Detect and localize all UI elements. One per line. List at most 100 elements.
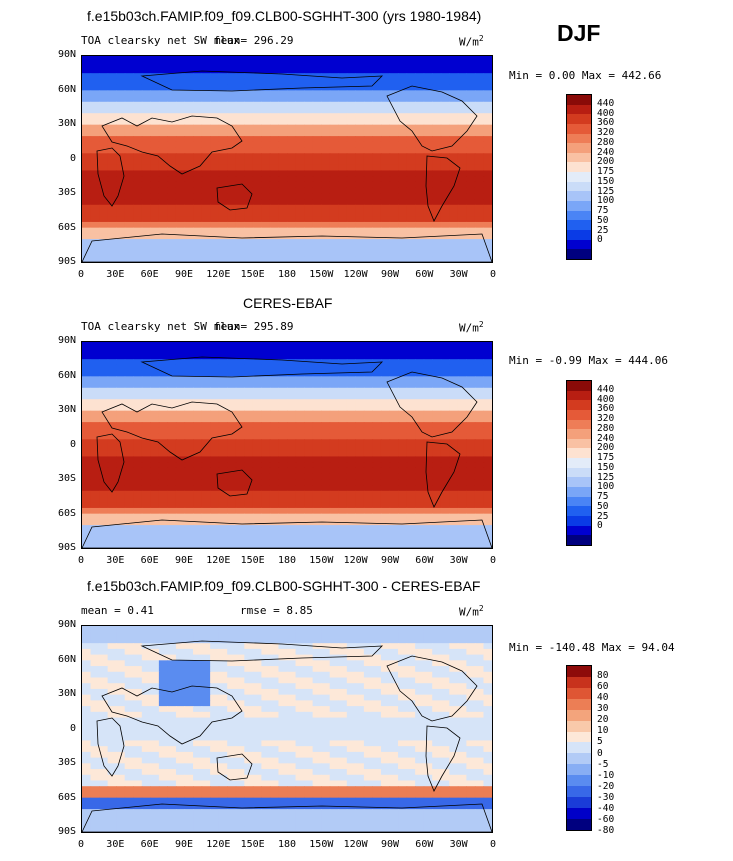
field-cell [141,643,151,650]
field-cell [406,433,416,440]
field-cell [406,542,416,548]
field-cell [261,542,271,548]
field-cell [449,347,459,355]
field-cell [218,193,228,200]
field-cell [406,370,416,377]
map-plot[interactable] [81,55,493,263]
field-cell [432,107,442,114]
field-cell [355,530,365,538]
field-cell [474,153,485,160]
field-cell [158,694,169,701]
field-cell [252,530,262,538]
field-cell [432,507,442,515]
field-cell [99,199,109,206]
field-cell [175,96,186,103]
field-cell [329,525,339,532]
field-cell [287,244,297,252]
map-plot[interactable] [81,341,493,549]
field-cell [483,239,492,246]
field-cell [406,359,416,366]
field-cell [82,473,92,480]
field-cell [338,734,348,742]
field-cell [269,643,280,650]
field-cell [175,746,186,753]
field-cell [235,473,245,480]
field-cell [227,530,237,538]
field-cell [235,216,245,223]
field-cell [466,507,476,515]
field-cell [363,147,374,154]
field-cell [415,244,425,252]
field-cell [167,769,177,776]
field-cell [329,450,339,458]
field-cell [184,654,194,661]
field-cell [415,118,425,126]
field-cell [252,216,262,223]
field-cell [372,433,382,440]
field-cell [423,467,433,475]
field-cell [167,542,177,548]
field-cell [363,410,374,417]
field-cell [398,631,408,639]
field-cell [107,422,117,429]
field-cell [252,542,262,548]
field-cell [278,136,288,143]
field-cell [150,660,160,667]
field-cell [167,530,177,538]
field-cell [218,199,228,206]
field-cell [346,84,356,91]
field-cell [150,536,160,543]
field-cell [338,256,348,262]
field-cell [82,631,92,639]
field-cell [141,136,151,143]
field-cell [363,227,374,234]
field-cell [440,393,450,400]
field-cell [329,536,339,543]
field-cell [261,654,271,661]
field-cell [116,450,126,458]
field-cell [124,530,134,538]
field-cell [184,136,194,143]
field-cell [184,130,194,137]
map-plot[interactable] [81,625,493,833]
field-cell [235,751,245,759]
field-cell [184,427,194,435]
field-cell [124,141,134,149]
field-cell [244,542,254,548]
field-cell [346,479,356,486]
field-cell [363,141,374,149]
field-cell [278,153,288,160]
field-cell [398,176,408,183]
field-cell [261,416,271,423]
field-cell [295,688,305,696]
field-cell [346,187,356,194]
field-cell [321,124,331,131]
field-cell [466,671,476,679]
field-cell [304,404,314,412]
field-cell [150,387,160,395]
field-cell [338,193,348,200]
field-cell [295,387,305,395]
field-cell [415,130,425,137]
field-cell [449,221,459,229]
field-cell [158,107,169,114]
field-cell [99,774,109,782]
field-cell [175,706,186,713]
colorbar-tick-label: 125 [597,471,615,483]
field-cell [82,227,92,234]
field-cell [287,256,297,262]
field-cell [141,700,151,707]
field-cell [406,445,416,452]
field-cell [90,96,100,103]
field-cell [278,227,288,234]
field-cell [295,359,305,366]
field-cell [338,666,348,673]
field-cell [440,124,450,131]
field-cell [278,740,288,747]
field-cell [321,450,331,458]
field-cell [278,723,288,730]
field-cell [90,496,100,503]
field-cell [90,660,100,667]
field-cell [287,671,297,679]
field-cell [158,525,169,532]
